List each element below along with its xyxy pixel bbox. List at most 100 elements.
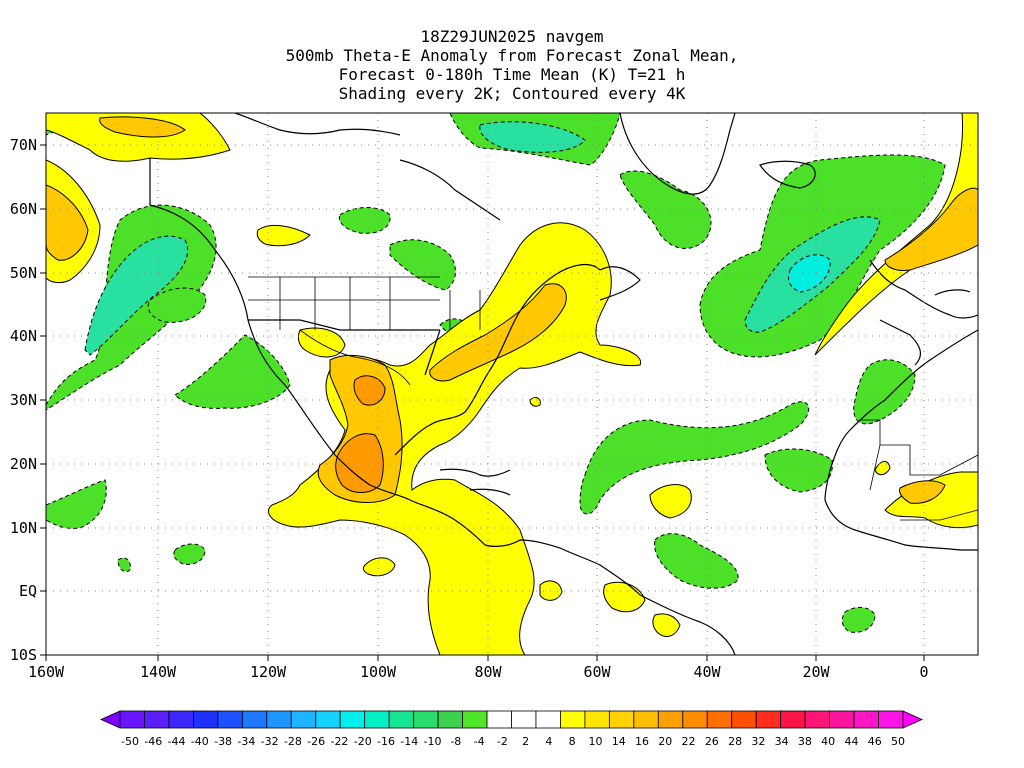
colorbar-label: -38 xyxy=(214,735,232,748)
colorbar-label: -34 xyxy=(237,735,255,748)
colorbar-label: -32 xyxy=(261,735,279,748)
colorbar-swatch xyxy=(633,710,659,729)
colorbar-label: 46 xyxy=(868,735,882,748)
colorbar-swatch xyxy=(241,710,268,729)
colorbar-swatch xyxy=(462,710,488,729)
colorbar-swatch xyxy=(902,710,923,729)
colorbar-swatch xyxy=(217,710,243,729)
lon-label: 20W xyxy=(802,663,830,681)
lon-label: 60W xyxy=(583,663,611,681)
colorbar-label: 8 xyxy=(569,735,576,748)
colorbar-label: 14 xyxy=(612,735,626,748)
colorbar-label: 4 xyxy=(545,735,552,748)
lat-axis-labels: 70N 60N 50N 40N 30N 20N 10N EQ 10S xyxy=(10,136,37,664)
colorbar-swatch xyxy=(804,710,830,729)
colorbar-label: -14 xyxy=(400,735,418,748)
colorbar-label: 44 xyxy=(844,735,858,748)
colorbar-swatch xyxy=(486,710,512,729)
colorbar-swatch xyxy=(731,710,757,729)
colorbar-label: 38 xyxy=(798,735,812,748)
lon-label: 100W xyxy=(360,663,397,681)
colorbar-label: -26 xyxy=(307,735,325,748)
lon-label: 120W xyxy=(250,663,287,681)
shaded-field xyxy=(46,113,978,655)
colorbar-swatch xyxy=(193,710,219,729)
colorbar-swatch xyxy=(878,710,904,729)
colorbar-label: -46 xyxy=(144,735,162,748)
colorbar-swatch xyxy=(100,710,121,729)
negative-core-regions xyxy=(84,121,881,356)
lon-label: 140W xyxy=(140,663,177,681)
colorbar-swatch xyxy=(682,710,708,729)
colorbar-swatch xyxy=(853,710,879,729)
colorbar-label: 10 xyxy=(588,735,602,748)
colorbar-label: -8 xyxy=(450,735,461,748)
colorbar-label: -50 xyxy=(121,735,139,748)
colorbar-label: -20 xyxy=(354,735,372,748)
lat-label: 40N xyxy=(10,327,37,345)
colorbar-label: -16 xyxy=(377,735,395,748)
title-line-1: 18Z29JUN2025 navgem xyxy=(420,27,604,46)
colorbar-swatch xyxy=(706,710,733,729)
colorbar-label: 32 xyxy=(751,735,765,748)
colorbar-label: 20 xyxy=(658,735,672,748)
political-borders xyxy=(248,276,978,521)
lat-label: 30N xyxy=(10,391,37,409)
colorbar-label: 2 xyxy=(522,735,529,748)
colorbar-swatch xyxy=(315,710,341,729)
title-line-4: Shading every 2K; Contoured every 4K xyxy=(338,84,686,103)
colorbar-label: -40 xyxy=(191,735,209,748)
colorbar-swatch xyxy=(290,710,317,729)
colorbar-swatch xyxy=(388,710,415,729)
colorbar-swatch xyxy=(119,710,145,729)
lon-label: 0 xyxy=(919,663,928,681)
colorbar-label: 34 xyxy=(775,735,789,748)
lon-label: 40W xyxy=(693,663,721,681)
lat-label: 70N xyxy=(10,136,37,154)
colorbar-swatch xyxy=(829,710,855,729)
colorbar-swatch xyxy=(608,710,635,729)
colorbar-label: -22 xyxy=(330,735,348,748)
coastlines xyxy=(149,113,978,655)
lat-label: 10N xyxy=(10,519,37,537)
colorbar: -50 -46 -44 -40 -38 -34 -32 -28 -26 -22 -20 -16 -14-… xyxy=(100,710,923,748)
lat-label: 20N xyxy=(10,455,37,473)
colorbar-label: 28 xyxy=(728,735,742,748)
colorbar-swatch xyxy=(339,710,366,729)
lon-axis-labels: 160W 140W 120W 100W 80W 60W 40W 20W 0 xyxy=(28,663,929,681)
positive-peak-regions xyxy=(335,375,386,493)
plot-frame xyxy=(45,112,979,656)
colorbar-label: 16 xyxy=(635,735,649,748)
lat-label: 10S xyxy=(10,646,37,664)
colorbar-label: -10 xyxy=(424,735,442,748)
colorbar-label: -44 xyxy=(168,735,186,748)
colorbar-swatch xyxy=(535,710,561,729)
colorbar-label: 40 xyxy=(821,735,835,748)
colorbar-swatch xyxy=(413,710,439,729)
colorbar-label: -2 xyxy=(497,735,508,748)
lon-label: 80W xyxy=(474,663,502,681)
colorbar-swatch xyxy=(168,710,194,729)
colorbar-label: 22 xyxy=(682,735,696,748)
colorbar-label: 26 xyxy=(705,735,719,748)
colorbar-label: -28 xyxy=(284,735,302,748)
colorbar-swatch xyxy=(657,710,684,729)
colorbar-swatch xyxy=(780,710,806,729)
title-line-3: Forecast 0-180h Time Mean (K) T=21 h xyxy=(338,65,686,84)
colorbar-swatch xyxy=(560,710,586,729)
colorbar-swatch xyxy=(144,710,170,729)
colorbar-swatch xyxy=(364,710,390,729)
colorbar-swatch xyxy=(437,710,463,729)
tick-marks xyxy=(40,144,925,661)
lat-label: 60N xyxy=(10,200,37,218)
colorbar-swatch xyxy=(584,710,610,729)
lon-label: 160W xyxy=(28,663,65,681)
colorbar-swatch xyxy=(266,710,292,729)
lat-label: EQ xyxy=(19,582,37,600)
colorbar-swatch xyxy=(511,710,537,729)
colorbar-swatch xyxy=(755,710,782,729)
title-line-2: 500mb Theta-E Anomaly from Forecast Zona… xyxy=(285,46,739,65)
colorbar-label: -4 xyxy=(474,735,485,748)
colorbar-label: 50 xyxy=(891,735,905,748)
